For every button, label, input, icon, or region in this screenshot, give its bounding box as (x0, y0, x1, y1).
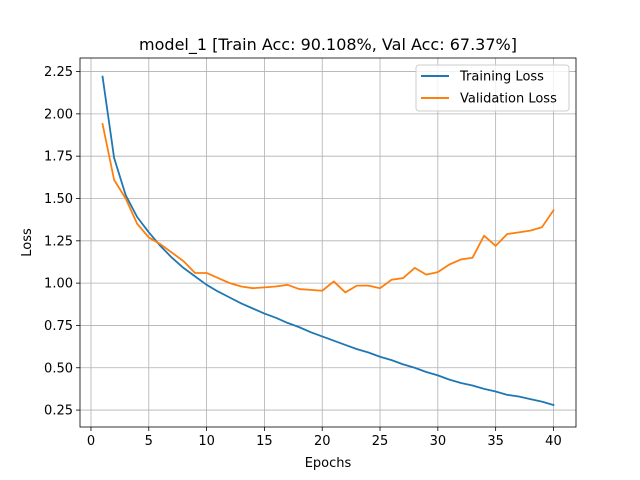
legend-box (415, 64, 570, 112)
ticks: 0 5 10 15 20 25 30 35 40 0.25 0.50 0.75 1.00 1.25 1.50… (44, 65, 562, 449)
grid (80, 58, 576, 427)
x-tick-label: 0 (87, 434, 95, 449)
series-line-training-loss (101, 75, 555, 407)
x-tick-label: 15 (256, 434, 273, 449)
y-tick-label: 1.75 (44, 150, 73, 165)
legend: Training Loss Validation Loss (415, 64, 570, 112)
series-group (101, 75, 555, 407)
y-tick-label: 2.00 (44, 107, 73, 122)
legend-label-validation-loss: Validation Loss (460, 92, 557, 107)
y-tick-label: 0.50 (44, 361, 73, 376)
x-tick-label: 20 (314, 434, 331, 449)
y-tick-label: 0.75 (44, 319, 73, 334)
y-tick-label: 1.00 (44, 277, 73, 292)
plot-frame (79, 57, 577, 428)
x-tick-label: 25 (372, 434, 389, 449)
x-tick-label: 10 (198, 434, 215, 449)
chart-title: model_1 [Train Acc: 90.108%, Val Acc: 67… (139, 35, 517, 55)
y-tick-label: 2.25 (44, 65, 73, 80)
y-axis-label: Loss (20, 228, 35, 257)
y-tick-label: 1.25 (44, 234, 73, 249)
legend-label-training-loss: Training Loss (459, 70, 544, 85)
x-tick-label: 30 (430, 434, 447, 449)
series-line-validation-loss (101, 122, 555, 294)
x-tick-label: 5 (145, 434, 153, 449)
y-tick-label: 1.50 (44, 192, 73, 207)
y-tick-label: 0.25 (44, 404, 73, 419)
x-tick-label: 40 (545, 434, 562, 449)
x-axis-label: Epochs (305, 456, 352, 471)
x-tick-label: 35 (487, 434, 504, 449)
